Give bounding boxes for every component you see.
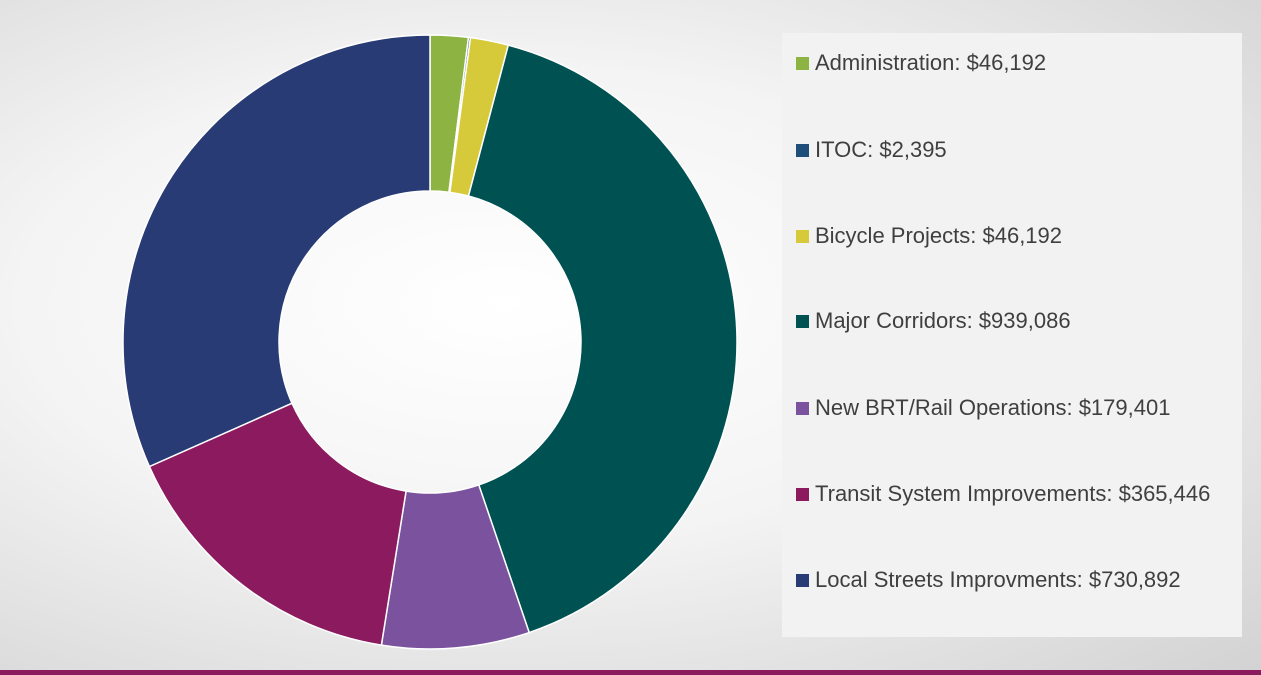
legend-swatch xyxy=(796,574,809,587)
legend-swatch xyxy=(796,57,809,70)
donut-segment xyxy=(148,402,407,646)
bottom-rule xyxy=(0,670,1261,675)
legend: Administration: $46,192 ITOC: $2,395 Bicyc… xyxy=(782,33,1242,637)
legend-swatch xyxy=(796,315,809,328)
donut xyxy=(122,34,738,650)
legend-label: New BRT/Rail Operations: $179,401 xyxy=(815,395,1171,420)
legend-swatch xyxy=(796,488,809,501)
legend-label: Local Streets Improvments: $730,892 xyxy=(815,567,1181,592)
legend-swatch xyxy=(796,230,809,243)
donut-segment xyxy=(467,44,738,634)
legend-label: Administration: $46,192 xyxy=(815,50,1047,75)
legend-label: Transit System Improvements: $365,446 xyxy=(815,481,1211,506)
legend-swatch xyxy=(796,402,809,415)
legend-label: ITOC: $2,395 xyxy=(815,137,947,162)
legend-label: Major Corridors: $939,086 xyxy=(815,308,1071,333)
donut-segment xyxy=(122,34,431,468)
legend-label: Bicycle Projects: $46,192 xyxy=(815,223,1063,248)
legend-swatch xyxy=(796,144,809,157)
